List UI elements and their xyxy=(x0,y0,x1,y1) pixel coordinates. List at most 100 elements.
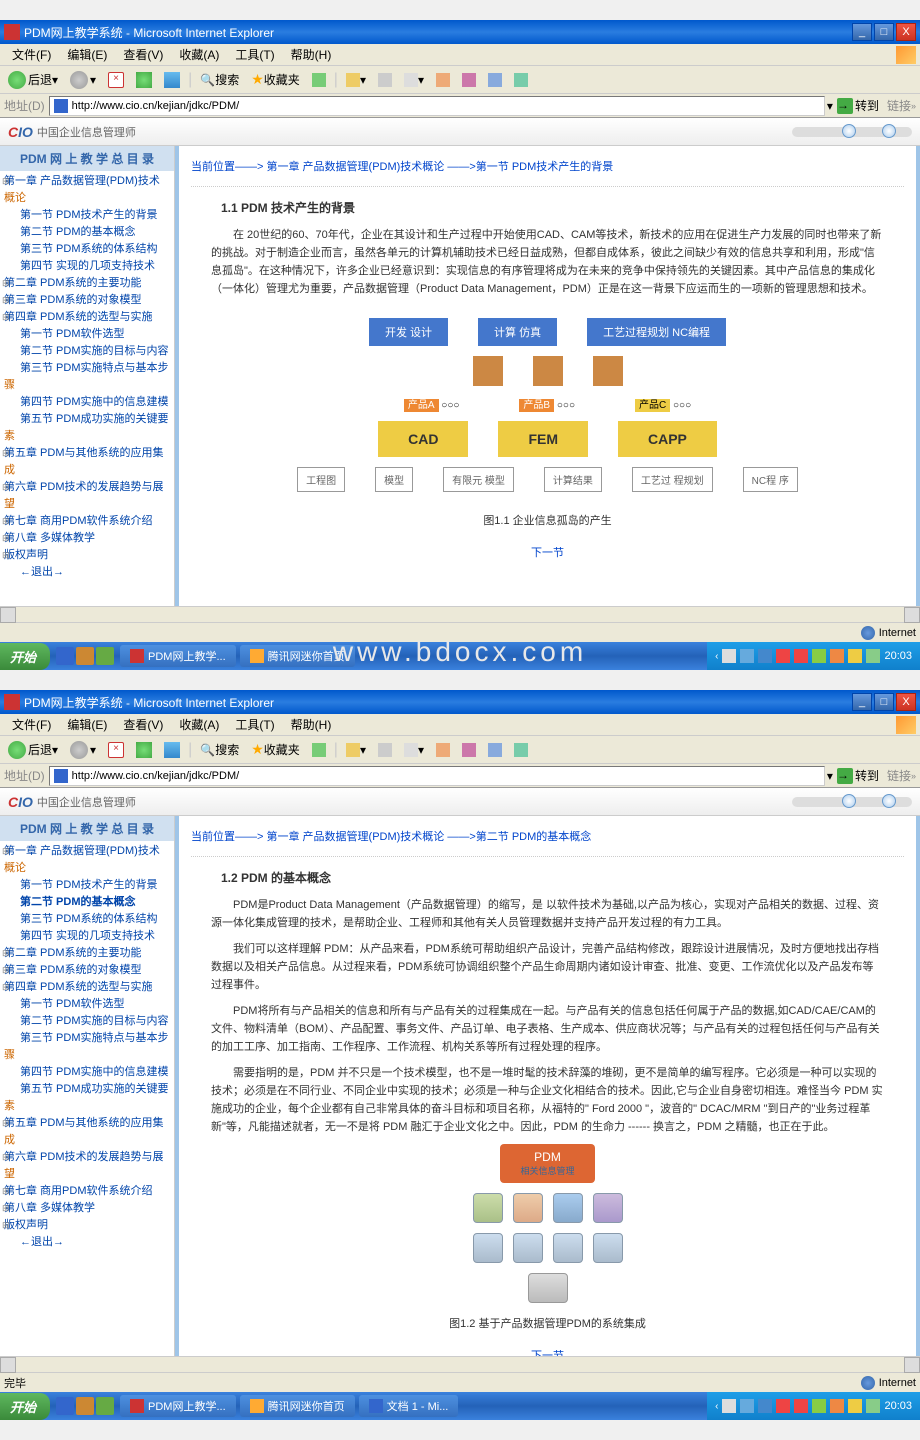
tree-ch3[interactable]: 第三章 PDM系统的对象模型 xyxy=(0,962,174,979)
print-button[interactable] xyxy=(374,741,396,759)
menu-favorites[interactable]: 收藏(A) xyxy=(171,714,227,735)
start-button[interactable]: 开始 xyxy=(0,1393,50,1420)
tray-icon[interactable] xyxy=(722,1399,736,1413)
h-scrollbar[interactable] xyxy=(0,1356,920,1372)
tree-s4-2[interactable]: 第二节 PDM实施的目标与内容 xyxy=(0,343,174,360)
tool-button-4[interactable] xyxy=(510,71,532,89)
tree-s4-3[interactable]: 第三节 PDM实施特点与基本步 xyxy=(0,360,174,377)
menu-file[interactable]: 文件(F) xyxy=(4,714,59,735)
tray-icon[interactable] xyxy=(722,649,736,663)
tool-button-2[interactable] xyxy=(458,71,480,89)
quicklaunch-icon[interactable] xyxy=(96,1397,114,1415)
tray-expand[interactable]: ‹ xyxy=(715,651,718,662)
tray-icon[interactable] xyxy=(794,649,808,663)
links-label[interactable]: 链接 xyxy=(887,767,911,784)
scroll-left[interactable] xyxy=(0,1357,16,1373)
tool-button-3[interactable] xyxy=(484,71,506,89)
tree-s1-1[interactable]: 第一节 PDM技术产生的背景 xyxy=(0,207,174,224)
tree-ch1[interactable]: 第一章 产品数据管理(PDM)技术 xyxy=(0,843,174,860)
tree-s1-4[interactable]: 第四节 实现的几项支持技术 xyxy=(0,928,174,945)
task-pdm[interactable]: PDM网上教学... xyxy=(120,1395,236,1417)
scroll-right[interactable] xyxy=(904,607,920,623)
next-link[interactable]: 下一节 xyxy=(191,1347,904,1356)
menu-edit[interactable]: 编辑(E) xyxy=(59,714,115,735)
tree-exit[interactable]: ←退出→ xyxy=(0,564,174,581)
tray-icon[interactable] xyxy=(866,1399,880,1413)
mail-button[interactable]: ▾ xyxy=(342,71,370,89)
tree-s1-2[interactable]: 第二节 PDM的基本概念 xyxy=(0,224,174,241)
menu-favorites[interactable]: 收藏(A) xyxy=(171,44,227,65)
tree-ch8[interactable]: 第八章 多媒体教学 xyxy=(0,530,174,547)
tray-icon[interactable] xyxy=(758,649,772,663)
zoom-slider[interactable] xyxy=(792,797,912,807)
slider-thumb[interactable] xyxy=(842,794,856,808)
favorites-button[interactable]: ★收藏夹 xyxy=(247,69,304,90)
menu-tools[interactable]: 工具(T) xyxy=(227,44,282,65)
tray-icon[interactable] xyxy=(848,1399,862,1413)
tray-icon[interactable] xyxy=(830,649,844,663)
home-button[interactable] xyxy=(160,740,184,760)
tray-icon[interactable] xyxy=(866,649,880,663)
tree-s1-3[interactable]: 第三节 PDM系统的体系结构 xyxy=(0,911,174,928)
tree-s4-4[interactable]: 第四节 PDM实施中的信息建模 xyxy=(0,394,174,411)
refresh-button[interactable] xyxy=(132,740,156,760)
slider-thumb[interactable] xyxy=(842,124,856,138)
tray-icon[interactable] xyxy=(812,649,826,663)
tray-icon[interactable] xyxy=(740,1399,754,1413)
menu-tools[interactable]: 工具(T) xyxy=(227,714,282,735)
refresh-button[interactable] xyxy=(132,70,156,90)
tree-ch2[interactable]: 第二章 PDM系统的主要功能 xyxy=(0,945,174,962)
zoom-slider[interactable] xyxy=(792,127,912,137)
tree-ch3[interactable]: 第三章 PDM系统的对象模型 xyxy=(0,292,174,309)
tree-s1-4[interactable]: 第四节 实现的几项支持技术 xyxy=(0,258,174,275)
minimize-button[interactable]: _ xyxy=(852,693,872,711)
maximize-button[interactable]: □ xyxy=(874,23,894,41)
search-button[interactable]: 🔍搜索 xyxy=(196,739,243,760)
back-button[interactable]: 后退 ▾ xyxy=(4,69,62,91)
tree-ch7[interactable]: 第七章 商用PDM软件系统介绍 xyxy=(0,1183,174,1200)
home-button[interactable] xyxy=(160,70,184,90)
menu-edit[interactable]: 编辑(E) xyxy=(59,44,115,65)
tree-ch8[interactable]: 第八章 多媒体教学 xyxy=(0,1200,174,1217)
slider-thumb[interactable] xyxy=(882,124,896,138)
scroll-right[interactable] xyxy=(904,1357,920,1373)
scroll-left[interactable] xyxy=(0,607,16,623)
tree-ch5[interactable]: 第五章 PDM与其他系统的应用集 xyxy=(0,1115,174,1132)
stop-button[interactable]: × xyxy=(104,740,128,760)
tree-exit[interactable]: ←退出→ xyxy=(0,1234,174,1251)
tray-icon[interactable] xyxy=(758,1399,772,1413)
address-input[interactable]: http://www.cio.cn/kejian/jdkc/PDM/ xyxy=(49,766,825,786)
tree-copyright[interactable]: 版权声明 xyxy=(0,1217,174,1234)
tree-ch7[interactable]: 第七章 商用PDM软件系统介绍 xyxy=(0,513,174,530)
quicklaunch-icon[interactable] xyxy=(76,1397,94,1415)
task-tencent[interactable]: 腾讯网迷你首页 xyxy=(240,645,355,667)
task-tencent[interactable]: 腾讯网迷你首页 xyxy=(240,1395,355,1417)
history-button[interactable] xyxy=(308,741,330,759)
task-word[interactable]: 文档 1 - Mi... xyxy=(359,1395,459,1417)
quicklaunch-icon[interactable] xyxy=(56,647,74,665)
tree-copyright[interactable]: 版权声明 xyxy=(0,547,174,564)
tree-ch2[interactable]: 第二章 PDM系统的主要功能 xyxy=(0,275,174,292)
minimize-button[interactable]: _ xyxy=(852,23,872,41)
address-input[interactable]: http://www.cio.cn/kejian/jdkc/PDM/ xyxy=(49,96,825,116)
tree-s1-3[interactable]: 第三节 PDM系统的体系结构 xyxy=(0,241,174,258)
menu-help[interactable]: 帮助(H) xyxy=(283,714,340,735)
tree-ch5[interactable]: 第五章 PDM与其他系统的应用集 xyxy=(0,445,174,462)
tree-s1-2[interactable]: 第二节 PDM的基本概念 xyxy=(0,894,174,911)
tree-s4-3[interactable]: 第三节 PDM实施特点与基本步 xyxy=(0,1030,174,1047)
maximize-button[interactable]: □ xyxy=(874,693,894,711)
tree-s4-1[interactable]: 第一节 PDM软件选型 xyxy=(0,996,174,1013)
h-scrollbar[interactable] xyxy=(0,606,920,622)
next-link[interactable]: 下一节 xyxy=(191,544,904,560)
go-button[interactable]: →转到 xyxy=(837,767,879,784)
tree-s4-5[interactable]: 第五节 PDM成功实施的关键要 xyxy=(0,1081,174,1098)
tool-button-1[interactable] xyxy=(432,71,454,89)
go-button[interactable]: →转到 xyxy=(837,97,879,114)
tree-ch4[interactable]: 第四章 PDM系统的选型与实施 xyxy=(0,979,174,996)
menu-view[interactable]: 查看(V) xyxy=(115,714,171,735)
tool-button-1[interactable] xyxy=(432,741,454,759)
menu-view[interactable]: 查看(V) xyxy=(115,44,171,65)
history-button[interactable] xyxy=(308,71,330,89)
tray-expand[interactable]: ‹ xyxy=(715,1401,718,1412)
search-button[interactable]: 🔍搜索 xyxy=(196,69,243,90)
